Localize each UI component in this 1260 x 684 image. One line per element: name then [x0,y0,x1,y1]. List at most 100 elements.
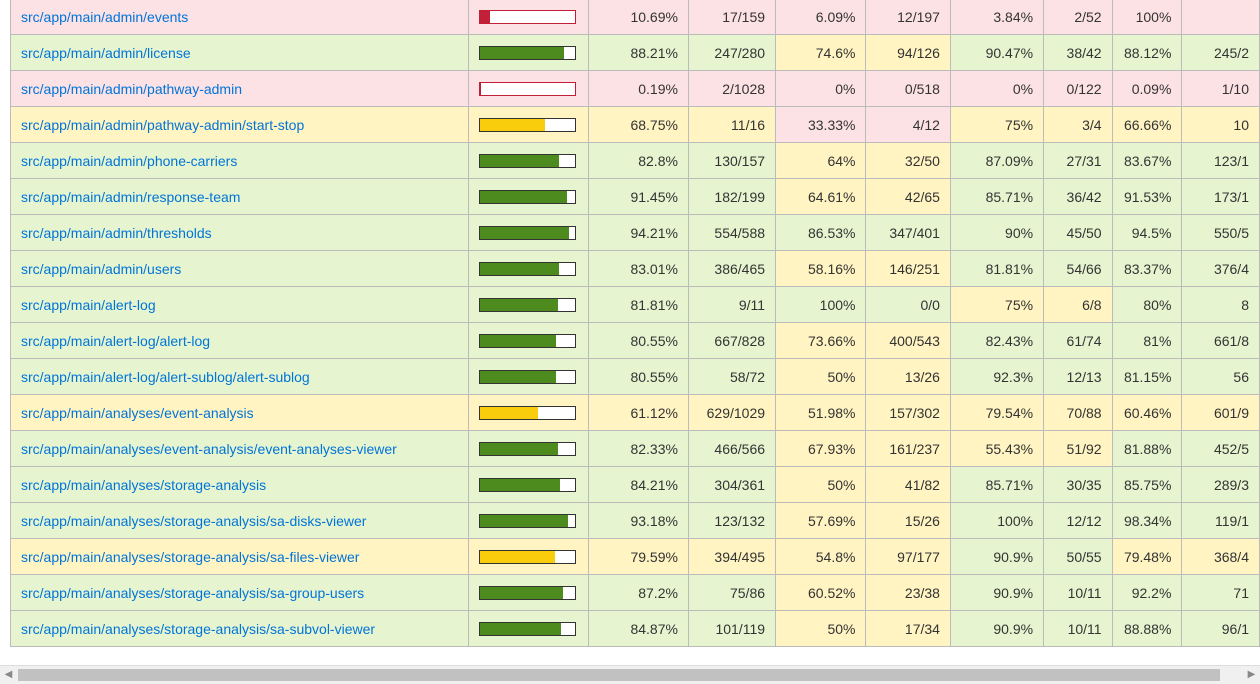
branches-fraction: 97/177 [865,538,951,575]
lines-pct: 79.48% [1111,538,1183,575]
file-link[interactable]: src/app/main/analyses/storage-analysis [21,476,267,493]
table-row: src/app/main/alert-log/alert-sublog/aler… [10,358,1260,395]
branches-pct: 100% [775,286,867,323]
functions-pct: 85.71% [949,466,1045,503]
functions-fraction: 12/13 [1043,358,1113,395]
functions-fraction: 70/88 [1043,394,1113,431]
file-link[interactable]: src/app/main/alert-log/alert-log [21,332,211,349]
functions-pct: 87.09% [949,142,1045,179]
lines-pct: 81.88% [1111,430,1183,467]
file-link[interactable]: src/app/main/admin/response-team [21,188,241,205]
file-link[interactable]: src/app/main/analyses/storage-analysis/s… [21,620,376,637]
file-link[interactable]: src/app/main/admin/pathway-admin [21,80,242,97]
functions-fraction: 30/35 [1043,466,1113,503]
lines-fraction: 71 [1181,574,1260,611]
file-link[interactable]: src/app/main/analyses/storage-analysis/s… [21,584,365,601]
statements-fraction: 130/157 [687,142,777,179]
file-link[interactable]: src/app/main/admin/thresholds [21,224,212,241]
functions-pct: 55.43% [949,430,1045,467]
file-link[interactable]: src/app/main/admin/phone-carriers [21,152,238,169]
statements-fraction: 101/119 [687,610,777,647]
statements-fraction: 629/1029 [687,394,777,431]
file-link[interactable]: src/app/main/admin/license [21,44,191,61]
table-row: src/app/main/admin/events 10.69% 17/159 6.0… [10,0,1260,35]
statements-pct: 80.55% [587,322,689,359]
scroll-right-arrow-icon[interactable]: ▶ [1247,669,1256,680]
branches-fraction: 32/50 [865,142,951,179]
statements-pct: 84.87% [587,610,689,647]
table-row: src/app/main/admin/thresholds 94.21% 554/5… [10,214,1260,251]
coverage-bar [478,153,576,168]
file-link[interactable]: src/app/main/alert-log/alert-sublog/aler… [21,368,310,385]
statements-fraction: 2/1028 [687,70,777,107]
coverage-bar-fill [479,118,546,131]
lines-pct: 92.2% [1111,574,1183,611]
branches-pct: 50% [775,358,867,395]
branches-fraction: 157/302 [865,394,951,431]
statements-fraction: 9/11 [687,286,777,323]
branches-fraction: 400/543 [865,322,951,359]
file-cell: src/app/main/analyses/storage-analysis/s… [10,574,469,611]
functions-fraction: 3/4 [1043,106,1113,143]
lines-pct: 94.5% [1111,214,1183,251]
horizontal-scrollbar[interactable]: ◀ ▶ [0,665,1260,684]
branches-pct: 0% [775,70,867,107]
functions-fraction: 51/92 [1043,430,1113,467]
lines-pct: 91.53% [1111,178,1183,215]
file-link[interactable]: src/app/main/admin/pathway-admin/start-s… [21,116,305,133]
lines-fraction: 56 [1181,358,1260,395]
scrollbar-thumb[interactable] [18,669,1220,681]
file-link[interactable]: src/app/main/analyses/storage-analysis/s… [21,548,360,565]
file-cell: src/app/main/admin/users [10,250,469,287]
coverage-bar [478,621,576,636]
functions-fraction: 54/66 [1043,250,1113,287]
coverage-bar-cell [467,70,589,107]
statements-fraction: 17/159 [687,0,777,35]
file-cell: src/app/main/analyses/storage-analysis [10,466,469,503]
file-link[interactable]: src/app/main/alert-log [21,296,156,313]
statements-fraction: 75/86 [687,574,777,611]
scroll-left-arrow-icon[interactable]: ◀ [4,669,13,680]
functions-pct: 90% [949,214,1045,251]
functions-fraction: 27/31 [1043,142,1113,179]
branches-fraction: 94/126 [865,34,951,71]
coverage-bar-cell [467,610,589,647]
statements-pct: 80.55% [587,358,689,395]
branches-fraction: 17/34 [865,610,951,647]
file-link[interactable]: src/app/main/analyses/event-analysis [21,404,254,421]
statements-pct: 93.18% [587,502,689,539]
statements-pct: 81.81% [587,286,689,323]
coverage-bar [478,117,576,132]
coverage-bar [478,513,576,528]
functions-pct: 82.43% [949,322,1045,359]
functions-fraction: 61/74 [1043,322,1113,359]
functions-pct: 79.54% [949,394,1045,431]
coverage-bar-cell [467,466,589,503]
coverage-bar-fill [479,154,559,167]
branches-fraction: 146/251 [865,250,951,287]
lines-pct: 88.88% [1111,610,1183,647]
lines-pct: 88.12% [1111,34,1183,71]
lines-pct: 83.37% [1111,250,1183,287]
branches-pct: 64% [775,142,867,179]
lines-fraction: 376/4 [1181,250,1260,287]
functions-pct: 81.81% [949,250,1045,287]
coverage-table-viewport: src/app/main/admin/events 10.69% 17/159 6.0… [10,0,1260,647]
coverage-bar-cell [467,214,589,251]
file-link[interactable]: src/app/main/analyses/event-analysis/eve… [21,440,397,457]
functions-pct: 100% [949,502,1045,539]
file-link[interactable]: src/app/main/admin/users [21,260,182,277]
branches-pct: 54.8% [775,538,867,575]
file-cell: src/app/main/admin/license [10,34,469,71]
file-link[interactable]: src/app/main/admin/events [21,8,189,25]
file-cell: src/app/main/admin/thresholds [10,214,469,251]
statements-fraction: 58/72 [687,358,777,395]
table-row: src/app/main/admin/users 83.01% 386/465 58.… [10,250,1260,287]
coverage-bar-cell [467,250,589,287]
branches-pct: 64.61% [775,178,867,215]
functions-pct: 3.84% [949,0,1045,35]
coverage-bar [478,549,576,564]
file-link[interactable]: src/app/main/analyses/storage-analysis/s… [21,512,367,529]
lines-pct: 81% [1111,322,1183,359]
table-row: src/app/main/analyses/storage-analysis/s… [10,610,1260,647]
